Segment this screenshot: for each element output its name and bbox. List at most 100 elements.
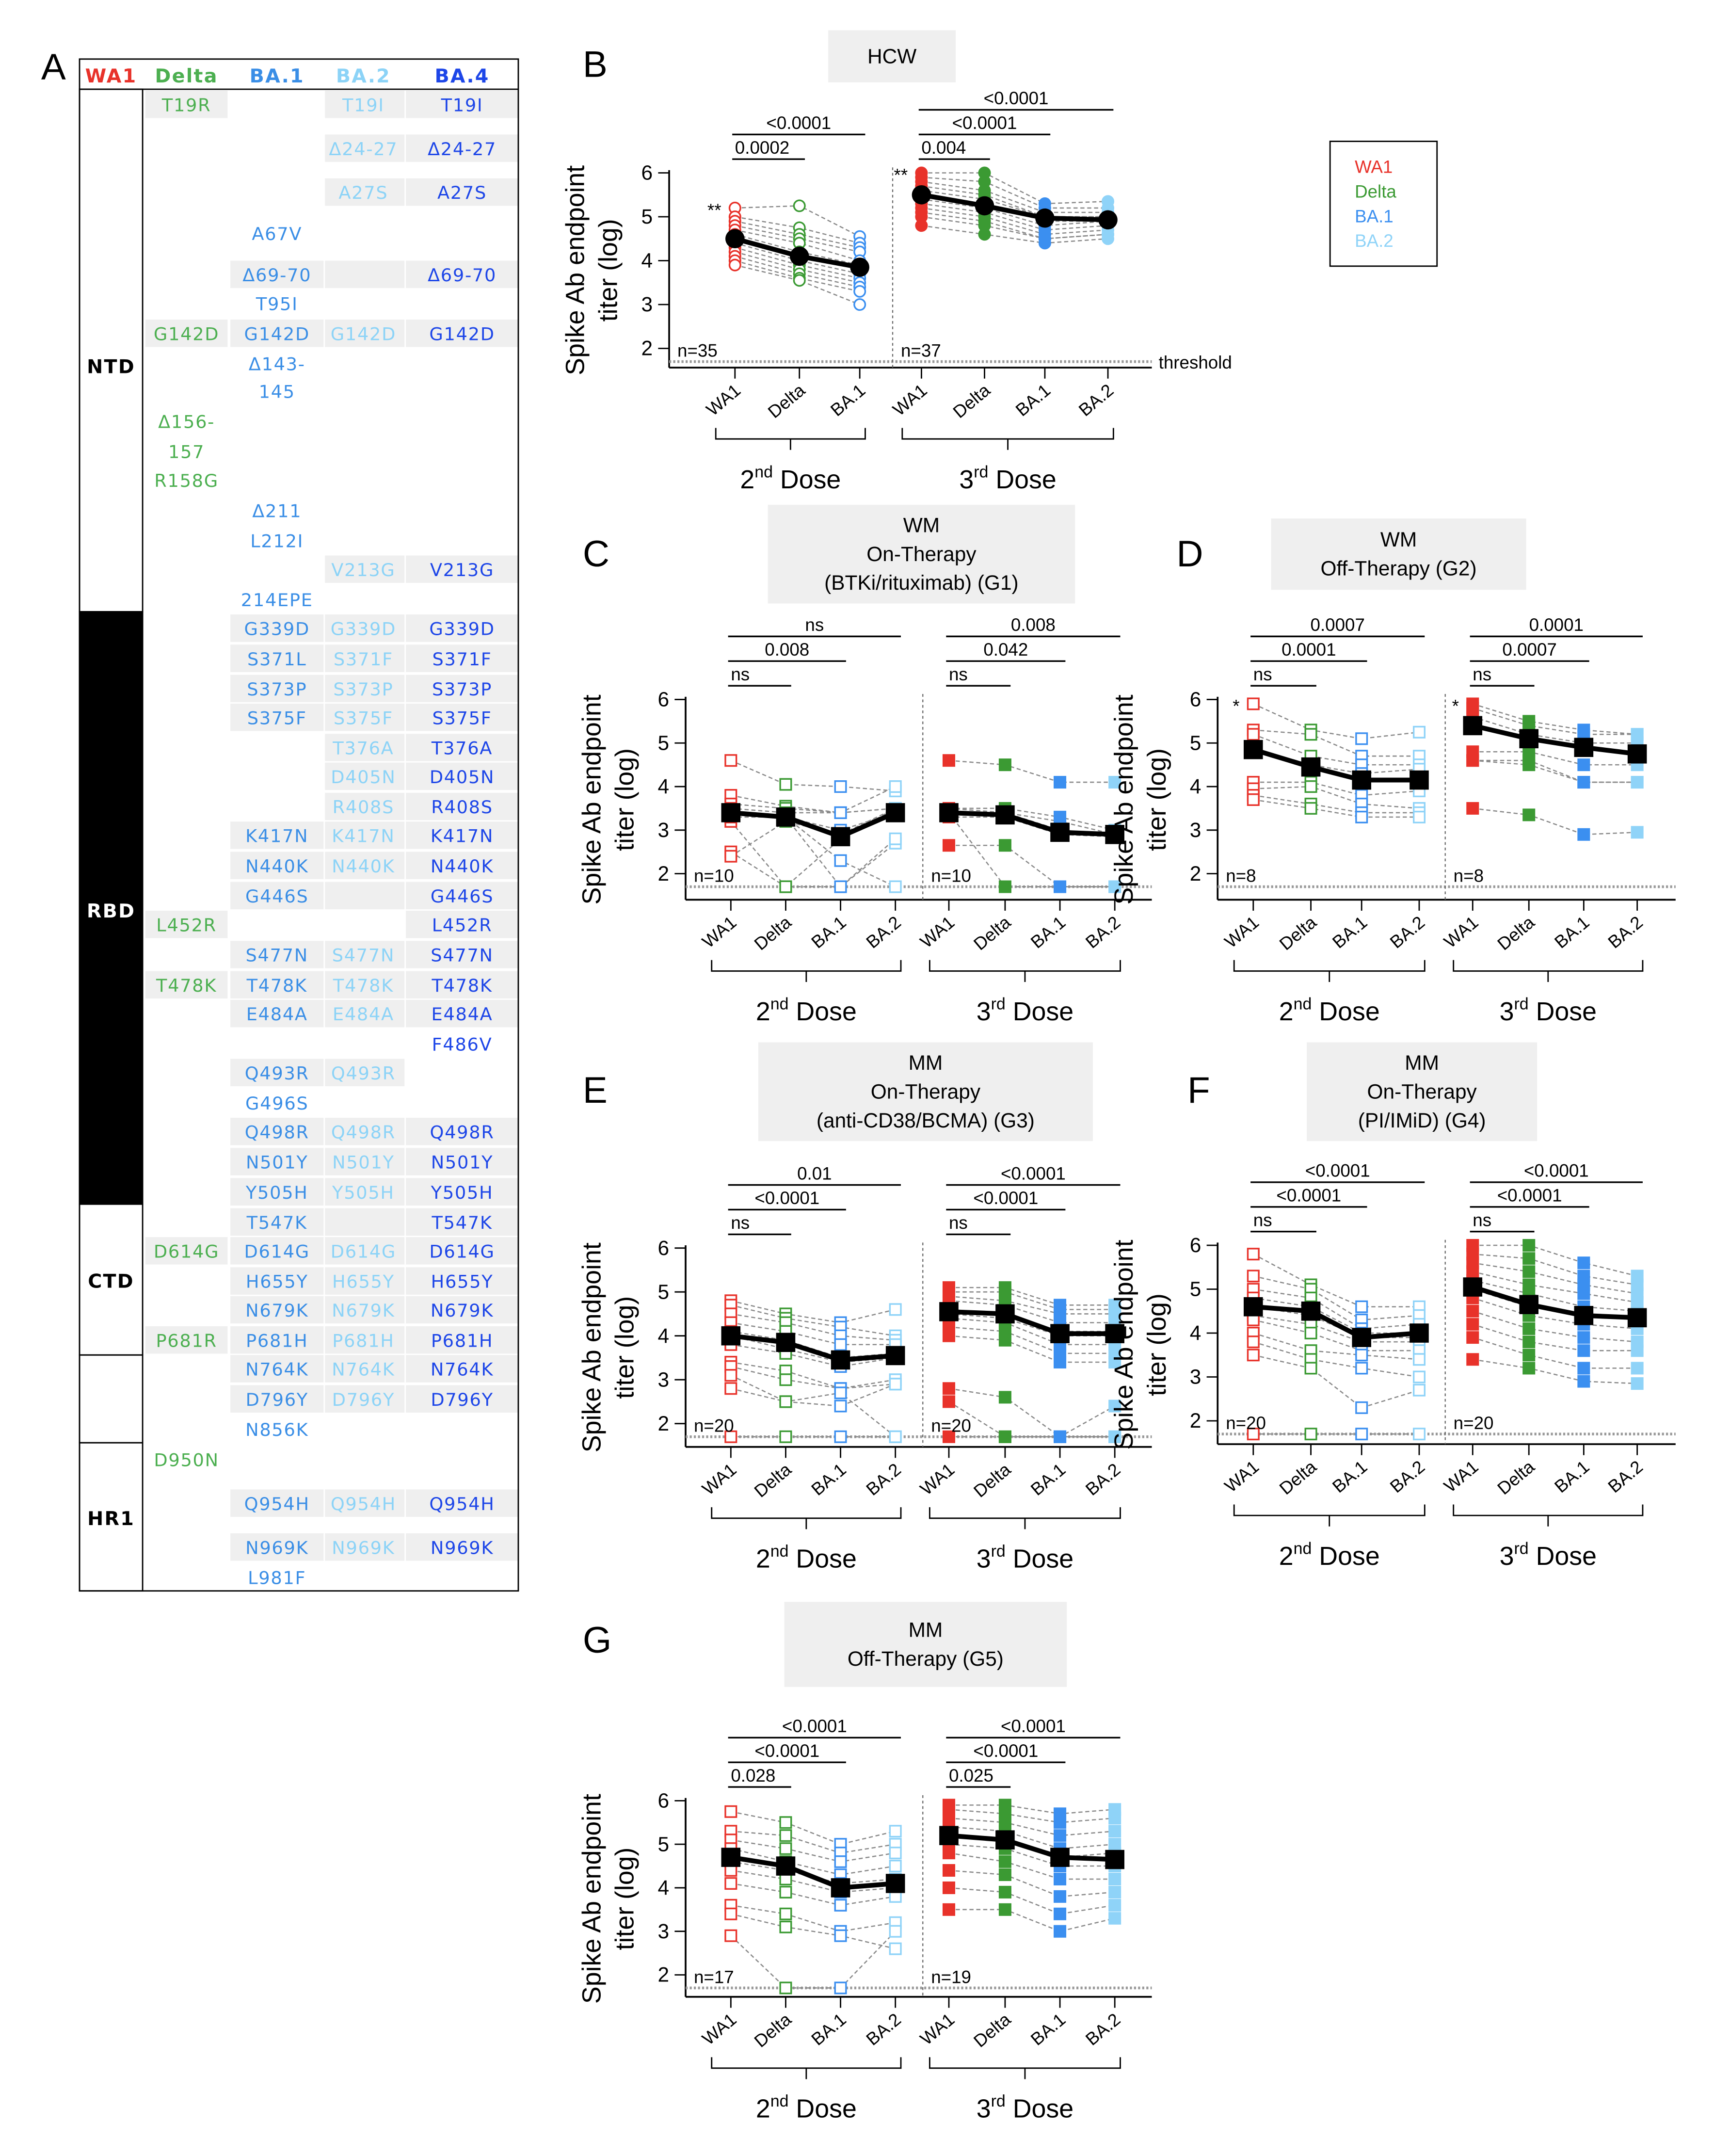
data-point — [834, 1386, 847, 1400]
mean-marker — [1627, 744, 1647, 764]
data-point — [998, 758, 1011, 772]
data-point — [942, 1881, 955, 1894]
p-value-label: ns — [1253, 664, 1272, 684]
individual-line — [1472, 1280, 1637, 1312]
data-point — [1466, 1353, 1479, 1366]
p-value-label: 0.008 — [765, 640, 809, 660]
panel-label-A: A — [41, 47, 66, 88]
shared-mutation-shade — [230, 1118, 324, 1145]
data-point — [1102, 232, 1115, 245]
data-point — [942, 1903, 955, 1916]
n-label: n=20 — [931, 1416, 971, 1436]
individual-line — [948, 844, 1115, 887]
data-point — [1108, 1400, 1121, 1413]
mutation-cell: S375F — [247, 708, 307, 728]
column-header: BA.2 — [336, 65, 391, 87]
data-point — [853, 285, 866, 298]
shared-mutation-shade — [406, 675, 518, 703]
panel-title-line: MM — [1405, 1051, 1439, 1074]
p-value-label: ns — [949, 1213, 968, 1233]
data-point — [834, 854, 847, 867]
mutation-cell: G339D — [429, 619, 495, 640]
mean-line — [921, 192, 1108, 223]
mutation-cell: G339D — [244, 619, 310, 640]
data-point — [1054, 1907, 1067, 1920]
x-tick-label: Delta — [970, 1459, 1015, 1501]
dose-word: Dose — [1529, 1542, 1597, 1571]
shared-mutation-shade — [230, 999, 324, 1028]
mean-marker — [776, 807, 796, 827]
individual-line — [1472, 1310, 1637, 1343]
y-tick-label: 2 — [657, 1963, 669, 1986]
x-tick-label: BA.2 — [863, 2009, 905, 2049]
x-tick-label: BA.1 — [1329, 1457, 1371, 1497]
data-point — [915, 219, 928, 232]
mutation-cell: L212I — [250, 531, 304, 552]
shared-mutation-shade — [230, 882, 324, 910]
data-point — [1247, 1349, 1260, 1362]
mutation-cell: N969K — [431, 1537, 494, 1558]
mutation-cell: K417N — [332, 826, 395, 847]
shared-mutation-shade — [325, 1385, 405, 1413]
data-point — [889, 1925, 902, 1938]
mutation-cell: Δ69-70 — [242, 265, 311, 286]
x-tick-label: BA.1 — [807, 912, 849, 952]
data-point — [889, 1847, 902, 1860]
shared-mutation-shade — [406, 1489, 518, 1517]
mutation-cell: P681H — [431, 1330, 493, 1351]
individual-line — [731, 1388, 896, 1437]
x-tick-label: BA.1 — [1329, 912, 1371, 952]
n-label: n=8 — [1454, 866, 1484, 886]
data-point — [724, 850, 737, 863]
individual-line — [731, 1811, 896, 1845]
data-point — [1304, 1326, 1317, 1340]
mutation-cell: D405N — [430, 767, 495, 788]
mutation-cell: S375F — [334, 708, 393, 728]
mean-marker — [1098, 210, 1118, 230]
mean-marker — [721, 803, 741, 822]
dose-ordinal-suffix: nd — [754, 463, 773, 481]
data-point — [1038, 237, 1051, 250]
individual-line — [921, 172, 1108, 205]
n-label: n=19 — [931, 1967, 971, 1987]
x-tick-label: Delta — [764, 380, 809, 422]
data-point — [1522, 1335, 1536, 1349]
mutation-cell: E484A — [432, 1004, 493, 1025]
mutation-cell: Q954H — [244, 1494, 310, 1514]
data-point — [834, 806, 847, 819]
mean-marker — [776, 1856, 796, 1876]
n-label: n=10 — [694, 866, 734, 886]
data-point — [978, 228, 991, 241]
p-value-label: <0.0001 — [973, 1188, 1038, 1208]
shared-mutation-shade — [325, 882, 405, 910]
individual-line — [731, 1361, 896, 1389]
x-tick-label: BA.2 — [1604, 1457, 1647, 1497]
mutation-cell: R408S — [431, 797, 493, 818]
y-axis-label: titer (log) — [610, 748, 640, 851]
individual-line — [1253, 1341, 1420, 1378]
data-point — [1247, 1335, 1260, 1349]
data-point — [1054, 776, 1067, 789]
legend: WA1 Delta BA.1 BA.2 — [1329, 141, 1438, 267]
dose-word: Dose — [1312, 997, 1379, 1026]
individual-line — [735, 256, 860, 288]
y-tick-label: 4 — [657, 1876, 669, 1899]
panel-label-G: G — [583, 1620, 611, 1661]
individual-line — [948, 1335, 1115, 1363]
data-point — [1577, 1362, 1590, 1375]
data-point — [1054, 880, 1067, 893]
individual-line — [948, 1401, 1115, 1438]
shared-mutation-shade — [325, 320, 405, 347]
mutation-cell: T19I — [342, 95, 384, 115]
shared-mutation-shade — [406, 1237, 518, 1265]
y-tick-label: 4 — [657, 1324, 669, 1347]
shared-mutation-shade — [325, 614, 405, 642]
x-tick-label: BA.1 — [1551, 912, 1593, 952]
shared-mutation-shade — [325, 675, 405, 703]
individual-line — [731, 1300, 896, 1323]
p-value-label: 0.01 — [797, 1163, 832, 1183]
data-point — [834, 1338, 847, 1351]
column-header: BA.1 — [250, 65, 304, 87]
x-tick-label: WA1 — [889, 380, 930, 420]
mutation-cell: T19R — [161, 95, 211, 115]
